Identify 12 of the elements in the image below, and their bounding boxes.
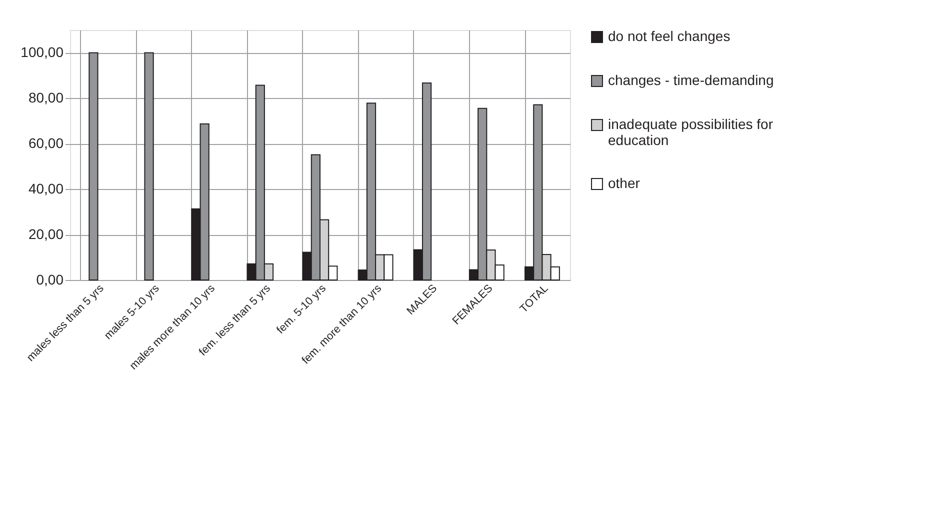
- legend-label: inadequate possibilities for education: [608, 116, 774, 148]
- bar: [144, 52, 154, 280]
- y-tick-label: 80,00: [28, 90, 64, 106]
- bar: [88, 52, 98, 280]
- y-tick-label: 60,00: [28, 135, 64, 152]
- legend-label: changes - time-demanding: [608, 72, 774, 88]
- y-tick-label: 100,00: [20, 44, 64, 60]
- y-tick-label: 0,00: [36, 272, 64, 288]
- legend-label: do not feel changes: [608, 28, 730, 44]
- y-tick-label: 20,00: [28, 226, 64, 242]
- legend-label: other: [608, 175, 640, 191]
- y-tick-label: 40,00: [28, 180, 64, 197]
